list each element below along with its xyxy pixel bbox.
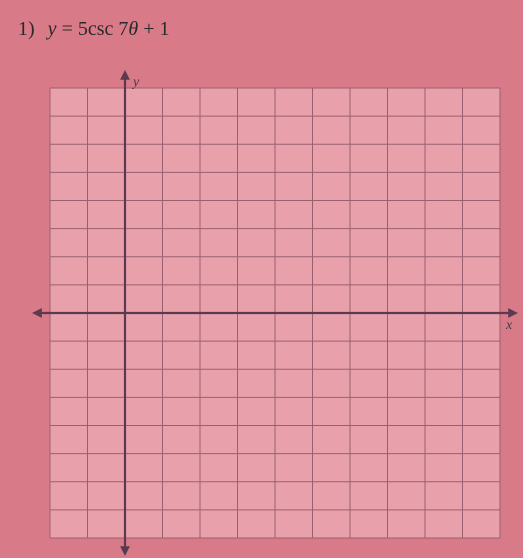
svg-text:y: y	[131, 75, 140, 90]
equation-y: y	[48, 18, 57, 40]
svg-text:x: x	[505, 318, 513, 333]
equation-theta: θ	[128, 18, 138, 40]
grid-svg: yx	[32, 70, 518, 556]
problem-statement: 1) y = 5csc 7θ + 1	[18, 18, 170, 41]
equation-tail: + 1	[138, 18, 169, 40]
equation-part1: = 5csc 7	[57, 18, 129, 40]
grid-chart: yx	[32, 70, 502, 540]
problem-number: 1)	[18, 18, 35, 40]
